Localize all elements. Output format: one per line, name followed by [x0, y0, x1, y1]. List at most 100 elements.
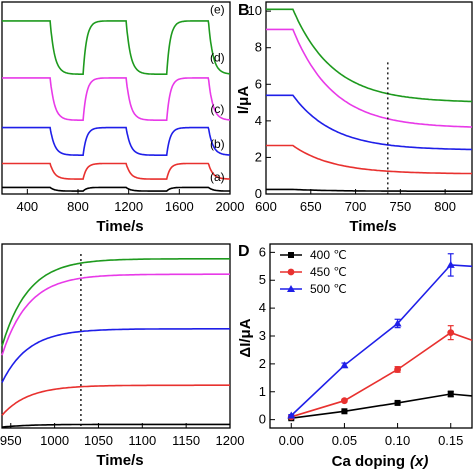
- panel-c-curves: [1, 254, 230, 428]
- panel-b-letter: B: [238, 2, 250, 19]
- panel-b-x-tick-label: 750: [389, 199, 411, 214]
- panel-b-x-tick-label: 650: [300, 199, 322, 214]
- panel-a-curve-label: (c): [210, 102, 224, 116]
- panel-d-x-axis-variable: (x): [410, 453, 428, 470]
- panel-b-x-tick-label: 600: [255, 199, 277, 214]
- panel-c-series-2: [1, 328, 230, 383]
- panel-d-point: [447, 390, 454, 397]
- panel-a-series-4: [2, 20, 230, 75]
- panel-a-frame: [1, 1, 231, 195]
- panel-b-x-ticks: 600 650 700 750 800: [255, 189, 456, 214]
- panel-c-x-tick-label: 1150: [172, 433, 200, 448]
- panel-d-legend-marker: [288, 252, 294, 258]
- panel-d-y-tick-label: 6: [259, 244, 266, 259]
- panel-c-x-tick-label: 950: [0, 433, 22, 448]
- panel-d-legend: 400 ℃ 450 ℃ 500 ℃: [280, 248, 347, 296]
- panel-b-y-tick-label: 0: [255, 186, 262, 201]
- panel-c-x-tick-label: 1000: [40, 433, 69, 448]
- panel-b-y-tick-label: 6: [255, 76, 262, 91]
- panel-c-series-3: [1, 273, 230, 356]
- panel-a: (a) (b) (c) (d) (e) 400 800 1200 1600 2000 Time/…: [1, 1, 244, 235]
- panel-b-series-4: [266, 8, 473, 103]
- panel-a-curves: [2, 20, 231, 192]
- panel-d-legend-label: 400 ℃: [310, 248, 347, 262]
- panel-d: D ΔI/μA 0.00 0.05 0.10 0.15 0 1 2 3 4 5 6 400 ℃ 45…: [237, 243, 473, 470]
- panel-c-x-tick-label: 1100: [128, 433, 156, 448]
- panel-d-x-axis-title: Ca doping: [332, 453, 405, 470]
- panel-a-x-ticks: 400 800 1200 1600 2000: [16, 189, 244, 214]
- panel-d-y-tick-label: 5: [259, 272, 266, 287]
- panel-b-series-3: [266, 28, 472, 128]
- panel-d-point: [287, 411, 296, 419]
- panel-d-x-tick-label: 0.00: [279, 433, 304, 448]
- panel-b-frame: [265, 1, 473, 195]
- panel-d-point: [394, 399, 401, 406]
- panel-c: 950 1000 1050 1100 1150 1200 Time/s: [0, 243, 244, 469]
- panel-d-x-tick-label: 0.15: [438, 433, 463, 448]
- panel-c-series-1: [1, 384, 230, 416]
- panel-d-x-tick-label: 0.10: [385, 433, 410, 448]
- panel-b-x-axis-title: Time/s: [349, 218, 396, 235]
- panel-b-y-tick-label: 2: [255, 149, 262, 164]
- panel-d-curves: [287, 253, 473, 422]
- panel-d-x-tick-label: 0.05: [332, 433, 357, 448]
- panel-c-x-axis-title: Time/s: [96, 452, 143, 469]
- panel-a-x-tick-label: 2000: [216, 199, 245, 214]
- panel-a-curve-label: (b): [210, 137, 225, 151]
- panel-d-point: [447, 329, 455, 337]
- panel-d-legend-label: 450 ℃: [310, 265, 347, 279]
- panel-c-x-tick-label: 1200: [216, 433, 245, 448]
- panel-d-point: [340, 361, 349, 369]
- panel-d-y-tick-label: 0: [259, 412, 266, 427]
- panel-c-x-ticks: 950 1000 1050 1100 1150 1200: [0, 423, 244, 448]
- panel-a-series-0: [2, 186, 231, 192]
- panel-d-y-tick-label: 1: [259, 384, 266, 399]
- panel-d-point: [446, 260, 455, 268]
- panel-d-series-line-1: [291, 331, 473, 418]
- panel-d-letter: D: [238, 243, 250, 260]
- panel-b-y-tick-label: 4: [255, 113, 262, 128]
- panel-d-legend-marker: [287, 285, 295, 292]
- panel-b-curves: [266, 8, 473, 194]
- panel-d-y-axis-title: ΔI/μA: [237, 318, 254, 357]
- panel-d-point: [341, 408, 348, 415]
- panel-d-y-ticks: 0 1 2 3 4 5 6: [259, 244, 275, 427]
- panel-b-y-tick-label: 8: [255, 40, 262, 55]
- panel-d-series-line-0: [291, 393, 473, 419]
- panel-d-y-tick-label: 4: [259, 300, 266, 315]
- panel-a-curve-labels: (a) (b) (c) (d) (e): [210, 3, 225, 184]
- panel-d-point: [393, 319, 402, 327]
- panel-b-y-tick-label: 10: [248, 3, 262, 18]
- panel-a-x-tick-label: 400: [16, 199, 38, 214]
- panel-d-y-tick-label: 2: [259, 356, 266, 371]
- panel-d-point: [341, 397, 348, 405]
- panel-d-point: [394, 366, 401, 373]
- panel-b-series-0: [266, 188, 472, 192]
- panel-a-x-tick-label: 1600: [165, 199, 194, 214]
- panel-b-series-1: [266, 144, 473, 175]
- panel-c-series-0: [1, 423, 230, 428]
- panel-d-legend-label: 500 ℃: [310, 282, 347, 296]
- panel-b: B I/μA 600 650 700 750 800 0 2 4 6 8 10 Time/s: [235, 1, 473, 235]
- panel-d-y-tick-label: 3: [259, 328, 266, 343]
- panel-a-x-axis-title: Time/s: [96, 218, 143, 235]
- panel-a-series-2: [2, 126, 230, 156]
- panel-d-x-ticks: 0.00 0.05 0.10 0.15: [279, 423, 463, 448]
- panel-b-x-tick-label: 700: [345, 199, 367, 214]
- panel-a-curve-label: (e): [210, 3, 225, 17]
- panel-a-x-tick-label: 800: [67, 199, 89, 214]
- panel-b-x-tick-label: 800: [434, 199, 456, 214]
- panel-b-series-2: [266, 94, 473, 151]
- panel-a-series-1: [2, 162, 230, 180]
- panel-a-curve-label: (d): [210, 50, 225, 64]
- panel-c-x-tick-label: 1050: [84, 433, 113, 448]
- panel-c-frame: [1, 243, 231, 429]
- panel-b-y-ticks: 0 2 4 6 8 10: [248, 3, 271, 201]
- panel-b-y-axis-title: I/μA: [235, 86, 252, 115]
- panel-a-curve-label: (a): [210, 170, 225, 184]
- panel-a-x-tick-label: 1200: [114, 199, 143, 214]
- panel-c-series-4: [1, 258, 230, 347]
- panel-a-series-3: [2, 77, 230, 121]
- panel-d-legend-marker: [287, 268, 295, 276]
